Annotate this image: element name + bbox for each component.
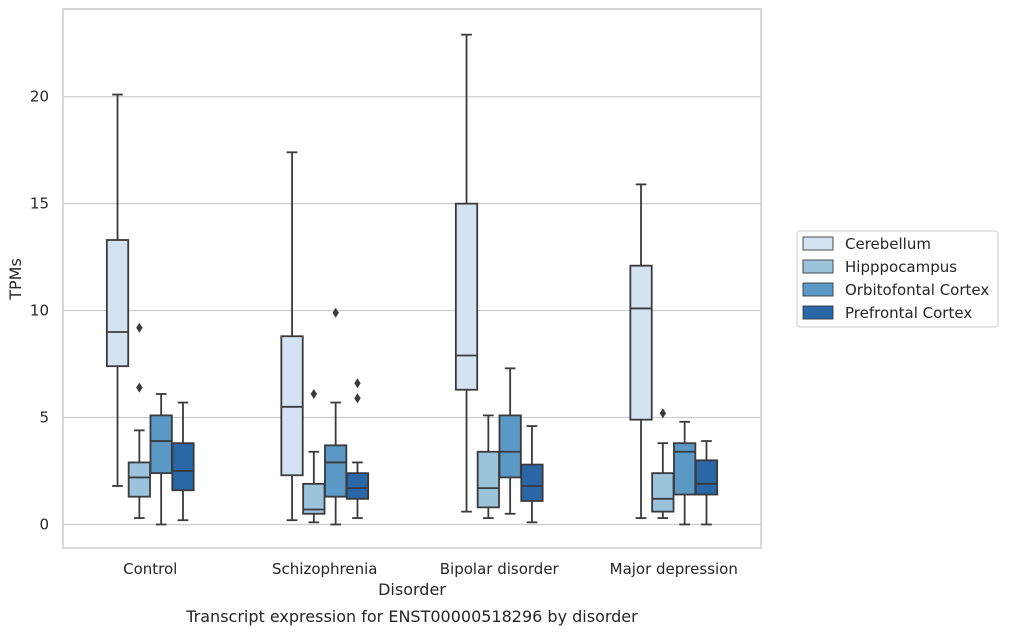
box-1-3 bbox=[345, 378, 370, 519]
box-iqr bbox=[476, 450, 500, 509]
box-iqr bbox=[302, 482, 326, 515]
box-3-3 bbox=[694, 440, 719, 526]
box-iqr bbox=[651, 472, 675, 513]
box-3-0 bbox=[629, 183, 653, 519]
box-iqr bbox=[105, 239, 130, 368]
box-iqr bbox=[629, 264, 653, 421]
tick-labels: 0 5 10 15 20 Control Schizophrenia Bipolar diso… bbox=[30, 88, 738, 578]
y-tick-label: 0 bbox=[39, 515, 49, 533]
outlier-point bbox=[136, 322, 143, 333]
box-2-0 bbox=[454, 33, 479, 513]
y-tick-label: 5 bbox=[39, 409, 49, 427]
box-0-1 bbox=[127, 322, 151, 519]
outlier-point bbox=[354, 393, 361, 404]
x-tick-label: Control bbox=[123, 560, 177, 578]
outlier-point bbox=[332, 307, 339, 318]
legend-swatch bbox=[802, 282, 834, 297]
outlier-point bbox=[659, 408, 667, 419]
box-iqr bbox=[324, 444, 348, 498]
plot-frame bbox=[62, 8, 762, 549]
box-0-3 bbox=[171, 401, 195, 522]
legend-label: Hipppocampus bbox=[845, 258, 957, 276]
box-iqr bbox=[694, 459, 719, 496]
box-layer bbox=[105, 33, 719, 526]
box-3-2 bbox=[673, 420, 697, 526]
legend-swatch bbox=[802, 305, 834, 320]
box-2-1 bbox=[476, 414, 500, 519]
legend-label: Prefrontal Cortex bbox=[845, 304, 972, 322]
box-0-0 bbox=[105, 93, 130, 487]
y-tick-label: 10 bbox=[30, 302, 49, 320]
box-2-2 bbox=[498, 367, 522, 515]
box-iqr bbox=[498, 414, 522, 479]
x-tick-label: Schizophrenia bbox=[272, 560, 377, 578]
legend-label: Cerebellum bbox=[845, 235, 931, 253]
legend: Cerebellum Hipppocampus Orbitofontal Corte… bbox=[796, 230, 999, 328]
box-iqr bbox=[127, 461, 151, 498]
y-axis-label: TPMs bbox=[6, 258, 25, 301]
box-iqr bbox=[520, 463, 544, 502]
box-iqr bbox=[345, 472, 370, 500]
y-tick-label: 15 bbox=[30, 195, 49, 213]
legend-frame bbox=[796, 230, 999, 328]
legend-label: Orbitofontal Cortex bbox=[845, 281, 989, 299]
box-1-0 bbox=[280, 151, 304, 522]
x-axis-label: Disorder bbox=[378, 580, 446, 599]
box-0-2 bbox=[149, 393, 173, 526]
y-tick-label: 20 bbox=[30, 88, 49, 106]
box-iqr bbox=[280, 335, 304, 477]
box-iqr bbox=[171, 442, 195, 492]
box-1-2 bbox=[324, 307, 348, 526]
box-3-1 bbox=[651, 408, 675, 519]
outlier-point bbox=[354, 378, 361, 389]
x-tick-label: Bipolar disorder bbox=[440, 560, 560, 578]
box-iqr bbox=[454, 202, 479, 391]
chart-caption: Transcript expression for ENST0000051829… bbox=[185, 607, 638, 626]
legend-swatch bbox=[802, 259, 834, 274]
outlier-point bbox=[310, 389, 318, 399]
outlier-point bbox=[136, 382, 143, 393]
box-iqr bbox=[149, 414, 173, 475]
box-1-1 bbox=[302, 389, 326, 524]
box-2-3 bbox=[520, 425, 544, 524]
legend-swatch bbox=[802, 236, 834, 251]
x-tick-label: Major depression bbox=[610, 560, 738, 578]
